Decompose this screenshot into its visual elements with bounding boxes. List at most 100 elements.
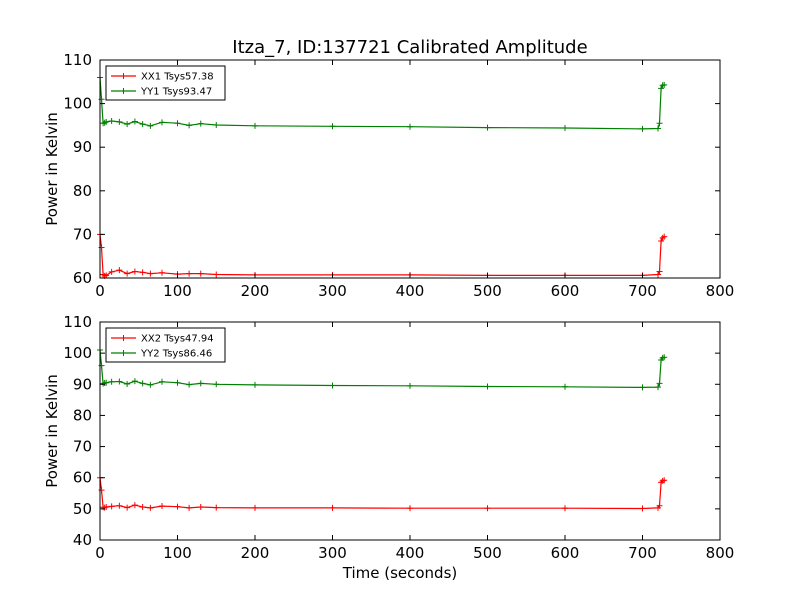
data-point xyxy=(656,380,663,387)
data-point xyxy=(131,502,138,509)
y-tick-label: 100 xyxy=(63,344,92,362)
data-point xyxy=(213,504,220,511)
data-point xyxy=(484,505,491,512)
data-point xyxy=(103,272,110,279)
data-point xyxy=(661,233,668,240)
data-point xyxy=(108,378,115,385)
series-markers-2 xyxy=(97,347,668,391)
data-point xyxy=(131,118,138,125)
x-tick-label: 300 xyxy=(318,544,347,562)
data-point xyxy=(116,502,123,509)
data-point xyxy=(124,121,131,128)
data-point xyxy=(658,85,665,92)
data-point xyxy=(655,125,661,132)
data-point xyxy=(159,269,165,276)
legend-entry-2: YY1 Tsys93.47 xyxy=(140,87,212,98)
data-point xyxy=(139,380,146,387)
y-tick-label: 70 xyxy=(73,225,92,243)
x-tick-label: 0 xyxy=(95,544,105,562)
x-tick-label: 700 xyxy=(628,544,657,562)
x-tick-label: 200 xyxy=(241,282,270,300)
x-tick-label: 600 xyxy=(551,282,580,300)
data-point xyxy=(656,502,663,509)
data-point xyxy=(252,381,258,388)
x-tick-label: 100 xyxy=(163,282,192,300)
legend-marker xyxy=(120,350,127,356)
data-point xyxy=(252,504,258,511)
x-tick-label: 500 xyxy=(473,282,502,300)
data-point xyxy=(108,268,115,275)
data-point xyxy=(103,503,110,510)
data-point xyxy=(186,504,193,511)
data-point xyxy=(108,118,115,125)
legend-entry-1: XX1 Tsys57.38 xyxy=(141,72,214,83)
data-point xyxy=(159,378,165,385)
x-tick-label: 200 xyxy=(241,544,270,562)
data-point xyxy=(639,384,646,391)
x-tick-label: 300 xyxy=(318,282,347,300)
data-point xyxy=(116,378,123,385)
x-tick-label: 800 xyxy=(706,544,735,562)
data-point xyxy=(139,503,146,510)
data-point xyxy=(174,379,181,386)
data-point xyxy=(655,384,661,391)
data-point xyxy=(159,503,165,510)
data-point xyxy=(197,503,204,510)
x-tick-label: 500 xyxy=(473,544,502,562)
top-panel: 0 100 200 300 400 500 600 700 800 60 70 80 90 100 110 P… xyxy=(43,51,734,300)
data-point xyxy=(655,271,661,278)
y-tick-label: 90 xyxy=(73,138,92,156)
bottom-panel: 0 100 200 300 400 500 600 700 800 40 50 60 70 80 90 100… xyxy=(43,313,734,582)
data-point xyxy=(186,381,193,388)
data-point xyxy=(656,268,663,275)
data-point xyxy=(139,269,146,276)
x-tick-label: 400 xyxy=(396,282,425,300)
data-point xyxy=(656,120,663,127)
data-point xyxy=(484,383,491,390)
data-point xyxy=(562,505,568,512)
data-point xyxy=(407,505,413,512)
data-point xyxy=(213,121,220,128)
legend-box xyxy=(105,327,226,363)
chart-title: Itza_7, ID:137721 Calibrated Amplitude xyxy=(232,37,587,58)
data-point xyxy=(116,267,123,274)
legend-entry-2: YY2 Tsys86.46 xyxy=(140,349,212,360)
data-point xyxy=(197,270,204,277)
data-point xyxy=(103,118,110,125)
data-point xyxy=(124,504,131,511)
data-point xyxy=(124,380,131,387)
data-point xyxy=(131,378,138,385)
x-tick-label: 0 xyxy=(95,282,105,300)
legend-entry-1: XX2 Tsys47.94 xyxy=(141,334,214,345)
y-tick-label: 100 xyxy=(63,95,92,113)
data-point xyxy=(147,122,154,129)
y-tick-label: 70 xyxy=(73,438,92,456)
data-point xyxy=(562,125,568,132)
data-point xyxy=(174,120,181,127)
data-point xyxy=(407,382,413,389)
data-point xyxy=(186,122,193,129)
y-tick-label: 60 xyxy=(73,269,92,287)
x-axis-label: Time (seconds) xyxy=(342,564,458,582)
data-point xyxy=(484,124,491,131)
data-point xyxy=(252,122,258,129)
data-point xyxy=(562,383,568,390)
data-point xyxy=(661,477,668,484)
data-point xyxy=(407,123,413,130)
y-tick-label: 40 xyxy=(73,531,92,549)
y-axis-label: Power in Kelvin xyxy=(43,374,61,488)
y-tick-label: 50 xyxy=(73,500,92,518)
data-point xyxy=(213,381,220,388)
x-tick-label: 100 xyxy=(163,544,192,562)
y-tick-label: 80 xyxy=(73,182,92,200)
data-point xyxy=(186,270,193,277)
x-tick-label: 700 xyxy=(628,282,657,300)
y-tick-label: 80 xyxy=(73,406,92,424)
x-tick-label: 600 xyxy=(551,544,580,562)
data-point xyxy=(108,503,115,510)
data-point xyxy=(197,120,204,127)
data-point xyxy=(147,504,154,511)
x-tick-label: 400 xyxy=(396,544,425,562)
y-axis-label: Power in Kelvin xyxy=(43,112,61,226)
